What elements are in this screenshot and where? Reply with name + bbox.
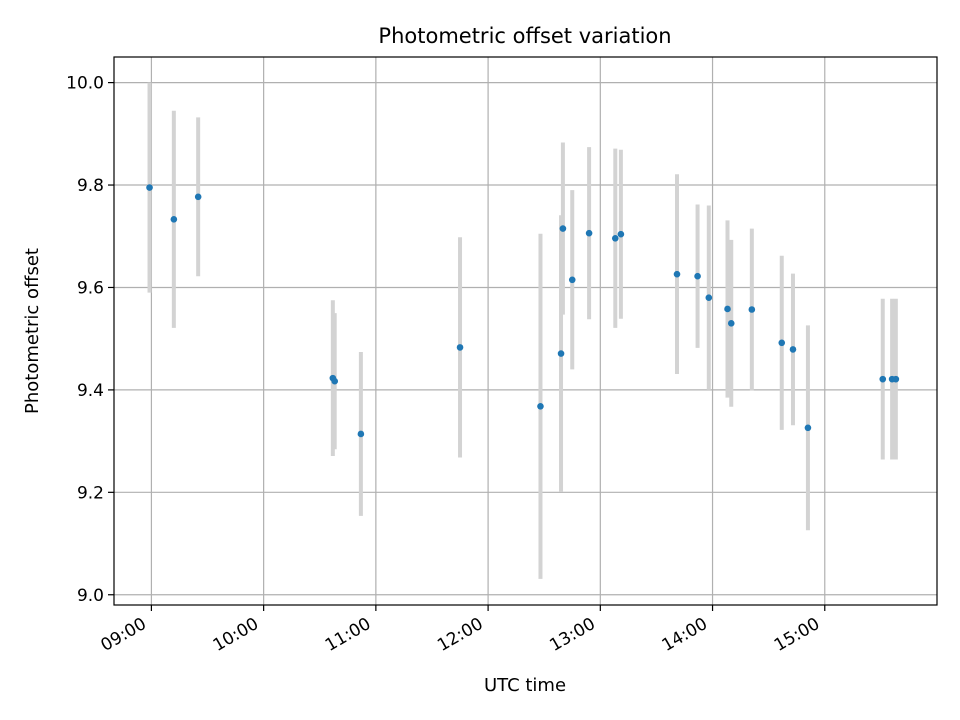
x-tick-label: 12:00 [434,614,486,656]
y-tick-label: 10.0 [66,74,104,94]
data-point [778,339,786,347]
y-axis-label: Photometric offset [22,248,43,414]
x-tick-label: 15:00 [771,614,823,656]
data-point [357,430,365,438]
data-point [724,305,731,313]
x-axis-label: UTC time [484,675,566,696]
plot-frame [113,56,938,606]
data-point [611,235,619,242]
data-point [694,272,701,280]
data-point [789,346,797,353]
error-bars [147,82,898,579]
data-point [617,230,625,238]
data-point [892,375,900,383]
data-point [585,229,593,237]
x-ticks: 09:00 10:00 11:00 12:00 13:00 14:00 15:00 [97,605,826,656]
y-tick-label: 9.4 [77,381,104,401]
data-point [804,424,812,432]
data-point [559,225,567,232]
x-tick-label: 13:00 [546,614,598,656]
data-points [146,184,900,438]
data-point [879,375,887,383]
y-tick-label: 9.6 [77,278,104,298]
data-point [557,350,565,357]
data-point [146,184,153,191]
data-point [568,276,576,284]
data-point [170,216,178,223]
x-tick-label: 11:00 [322,614,374,656]
y-ticks: 9.0 9.2 9.4 9.6 9.8 10.0 [66,74,114,606]
data-point [673,270,681,278]
data-point [705,294,713,302]
data-point [537,402,544,410]
data-point [748,306,756,313]
data-point [194,193,202,201]
x-tick-label: 14:00 [659,614,711,656]
y-tick-label: 9.0 [77,586,104,606]
data-point [331,377,339,385]
data-point [456,344,464,351]
grid [114,57,937,605]
x-tick-label: 09:00 [97,614,149,656]
x-tick-label: 10:00 [210,614,262,656]
y-tick-label: 9.8 [77,176,104,196]
data-point [727,320,735,327]
chart-title: Photometric offset variation [378,24,671,48]
y-tick-label: 9.2 [77,483,104,503]
